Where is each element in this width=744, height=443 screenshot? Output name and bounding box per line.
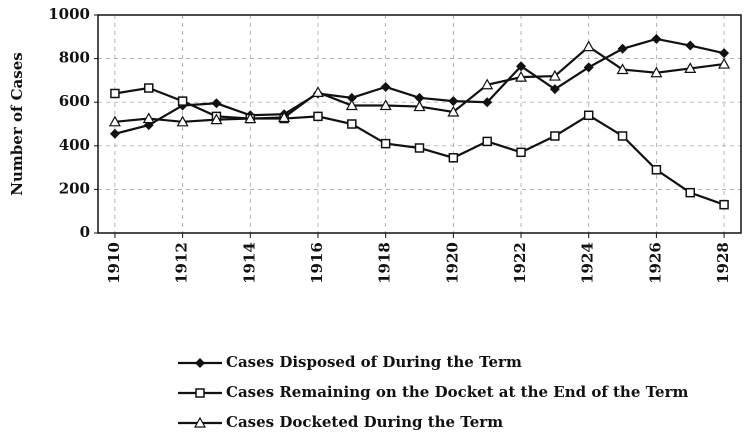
data-point bbox=[380, 138, 391, 149]
data-point bbox=[347, 119, 357, 129]
data-point bbox=[583, 110, 594, 121]
data-point bbox=[651, 33, 662, 44]
data-point bbox=[447, 105, 460, 117]
data-point bbox=[550, 131, 560, 141]
x-tick-label: 1918 bbox=[376, 242, 394, 284]
data-point bbox=[718, 57, 731, 69]
data-point bbox=[685, 187, 695, 198]
legend-marker bbox=[193, 416, 207, 428]
data-point bbox=[549, 84, 560, 95]
data-point bbox=[311, 86, 324, 97]
data-point bbox=[108, 115, 121, 127]
y-tick-label: 400 bbox=[59, 136, 90, 154]
data-point bbox=[210, 113, 223, 125]
data-point bbox=[583, 62, 594, 73]
data-point bbox=[515, 70, 528, 82]
data-point bbox=[414, 92, 425, 103]
data-point bbox=[719, 199, 729, 210]
data-point bbox=[244, 112, 257, 124]
data-point bbox=[346, 92, 357, 103]
data-point bbox=[278, 111, 291, 123]
legend-label: Cases Disposed of During the Term bbox=[226, 353, 522, 371]
data-point bbox=[617, 43, 628, 54]
data-point bbox=[482, 136, 492, 147]
data-point bbox=[313, 111, 323, 122]
data-point bbox=[516, 147, 526, 158]
data-point bbox=[582, 40, 595, 52]
data-point bbox=[650, 66, 663, 78]
data-point bbox=[109, 128, 120, 139]
data-point bbox=[110, 88, 120, 99]
data-point bbox=[345, 99, 358, 111]
x-tick-label: 1928 bbox=[714, 242, 732, 284]
x-tick-label: 1910 bbox=[105, 242, 123, 284]
x-tick-label: 1912 bbox=[173, 242, 191, 284]
data-point bbox=[651, 165, 662, 175]
y-tick-label: 0 bbox=[80, 223, 90, 241]
y-tick-label: 800 bbox=[59, 49, 90, 67]
plot-frame bbox=[97, 14, 742, 234]
data-point bbox=[144, 83, 154, 93]
legend-marker bbox=[195, 358, 205, 368]
data-point bbox=[176, 115, 189, 127]
x-tick-label: 1922 bbox=[511, 242, 529, 284]
legend-label: Cases Remaining on the Docket at the End… bbox=[226, 383, 688, 401]
data-point bbox=[684, 62, 697, 74]
data-point bbox=[616, 63, 629, 75]
legend-marker bbox=[195, 388, 205, 398]
data-point bbox=[617, 131, 628, 141]
x-tick-label: 1920 bbox=[443, 242, 461, 284]
x-tick-label: 1916 bbox=[308, 242, 326, 284]
data-point bbox=[177, 96, 188, 106]
y-tick-label: 1000 bbox=[48, 5, 90, 23]
legend-label: Cases Docketed During the Term bbox=[226, 413, 503, 431]
y-axis-label: Number of Cases bbox=[8, 52, 26, 195]
x-tick-label: 1926 bbox=[646, 242, 664, 284]
data-point bbox=[448, 96, 459, 107]
data-point bbox=[380, 81, 391, 92]
data-point bbox=[413, 100, 426, 112]
data-point bbox=[379, 99, 392, 111]
data-point bbox=[685, 40, 696, 51]
data-point bbox=[482, 97, 493, 108]
data-point bbox=[414, 143, 425, 153]
data-point bbox=[548, 69, 561, 81]
data-point bbox=[211, 98, 222, 109]
x-tick-label: 1924 bbox=[579, 242, 597, 284]
y-tick-label: 200 bbox=[59, 179, 90, 197]
y-tick-label: 600 bbox=[59, 92, 90, 110]
data-point bbox=[448, 153, 459, 163]
data-point bbox=[142, 112, 155, 124]
data-point bbox=[481, 78, 494, 90]
data-point bbox=[516, 61, 527, 72]
data-point bbox=[719, 48, 730, 59]
x-tick-label: 1914 bbox=[240, 242, 258, 284]
